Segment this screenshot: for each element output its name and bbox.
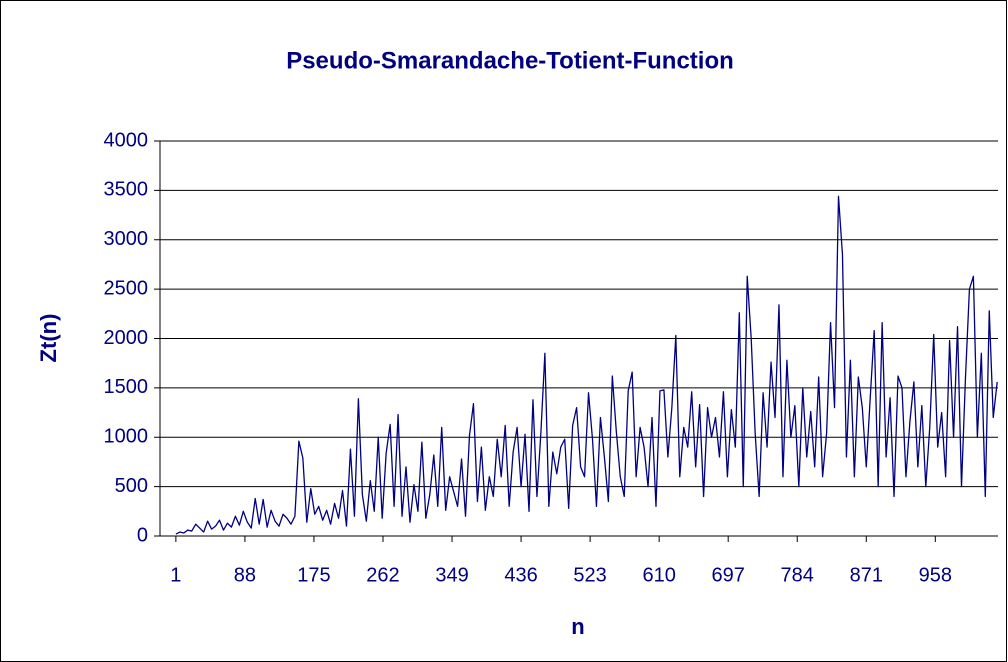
data-line <box>175 195 998 535</box>
y-tick-label: 0 <box>137 524 148 546</box>
y-axis-label: Zt(n) <box>36 314 61 363</box>
y-tick-label: 1000 <box>104 426 149 448</box>
x-tick-label: 784 <box>781 564 814 586</box>
x-tick-label: 88 <box>234 564 256 586</box>
x-tick-label: 262 <box>366 564 399 586</box>
chart-title: Pseudo-Smarandache-Totient-Function <box>286 47 734 74</box>
y-tick-label: 4000 <box>104 129 149 151</box>
x-tick-label: 871 <box>850 564 883 586</box>
y-tick-label: 3500 <box>104 179 149 201</box>
x-tick-label: 436 <box>504 564 537 586</box>
x-tick-label: 175 <box>297 564 330 586</box>
y-tick-label: 2500 <box>104 277 149 299</box>
x-tick-label: 697 <box>712 564 745 586</box>
y-tick-label: 1500 <box>104 376 149 398</box>
x-tick-label: 349 <box>435 564 468 586</box>
y-tick-label: 3000 <box>104 228 149 250</box>
x-tick-label: 958 <box>919 564 952 586</box>
x-tick-label: 523 <box>573 564 606 586</box>
x-tick-label: 1 <box>170 564 181 586</box>
y-tick-label: 500 <box>115 475 148 497</box>
x-axis-label: n <box>571 614 584 639</box>
x-tick-label: 610 <box>642 564 675 586</box>
y-tick-label: 2000 <box>104 327 149 349</box>
